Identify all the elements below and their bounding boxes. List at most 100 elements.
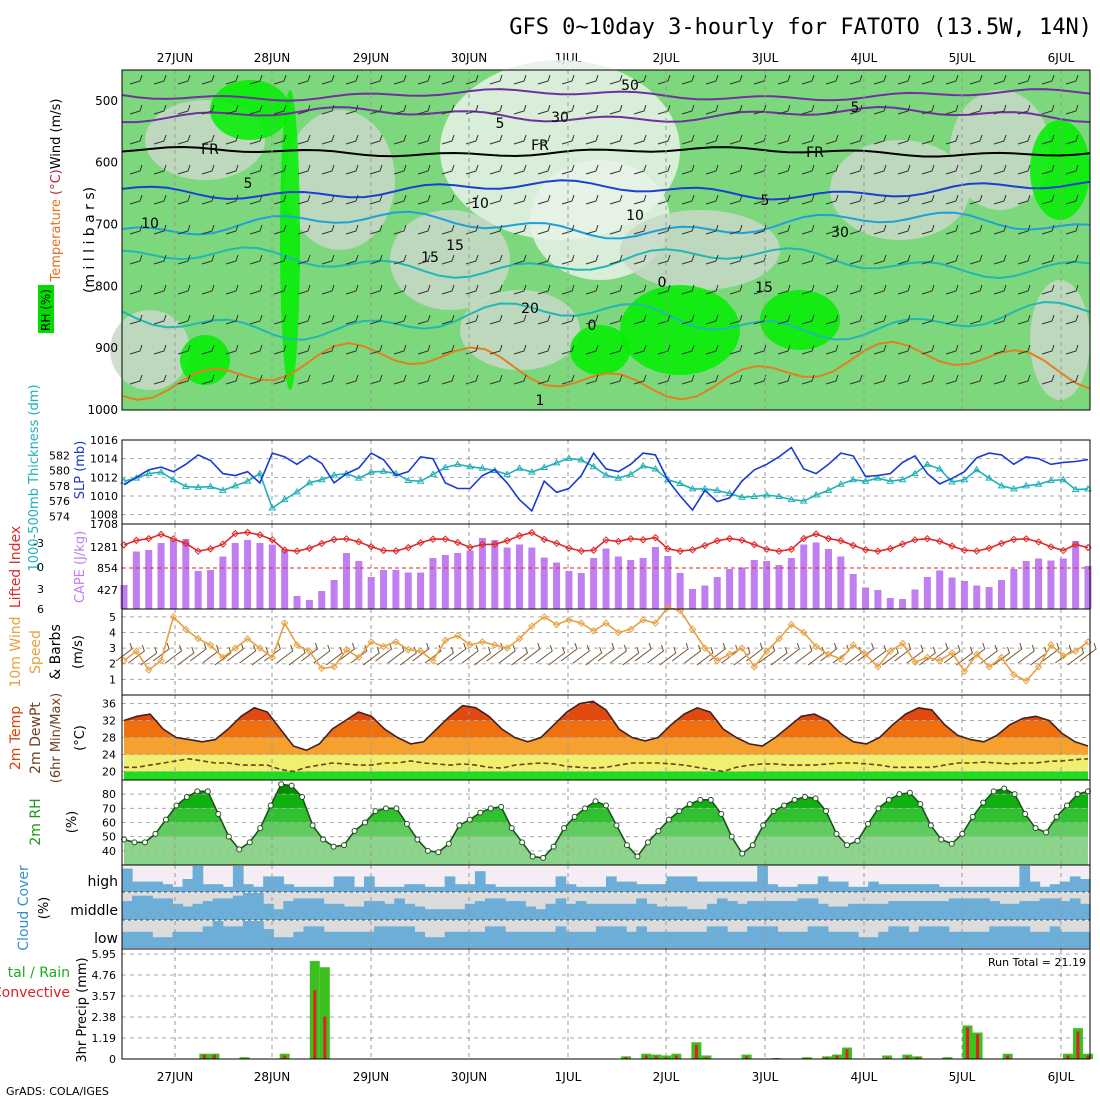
rh-region [110,310,190,390]
wind-barb [537,164,551,175]
cloud-bar [837,906,849,920]
cloud-bar [817,876,829,892]
temp-tick: 32 [102,715,116,728]
rh-tick: 60 [102,817,116,830]
wind-barb [921,194,935,205]
thickness-line-marker [1022,481,1031,489]
wind-barb [297,224,311,235]
cape-bar [726,569,734,609]
lifted-index-line-marker [738,536,746,544]
cape-bar [997,580,1005,609]
cape-bar [318,591,326,609]
wind-barb [993,646,1011,666]
wind-barb [393,374,407,385]
wind-barb [873,374,887,385]
cloud-bar [273,937,284,948]
temp-band [124,754,1088,772]
wind-barb [297,314,311,325]
precip-convective-bar [323,1016,327,1059]
cloud-bar [757,901,768,920]
wind-barb [369,284,383,295]
wind-barb [225,344,239,355]
cloud-bar [777,901,789,920]
cloud-bar [122,931,133,948]
lifted-index-line-marker [886,545,894,553]
temp-band [124,737,1088,755]
wind-barb [585,134,599,145]
wind-speed-line-marker [639,616,647,624]
wind-speed-line-marker [1010,670,1018,679]
precip-ylabel: 3hr Precip (mm) [75,957,90,1062]
lifted-index-line-marker [911,536,919,544]
cape-bar [528,547,536,609]
wind-barb [417,254,431,265]
cloud-bar [535,909,547,920]
cloud-bar [757,866,768,892]
wind-barb [362,646,380,666]
cloud-bar [848,931,859,948]
wind-barb [177,374,191,385]
thickness-line-marker [453,460,462,467]
wind-barb [498,644,516,664]
contour-label: 20 [521,301,539,317]
rh-line-marker [278,781,285,788]
wind-barb [369,104,383,115]
wind-barb [461,644,479,664]
wind-barb [153,344,167,355]
cloud-layer-label: middle [70,903,118,919]
wind-barb [201,104,215,115]
wind-barb [537,314,551,325]
wind-barb [201,224,215,235]
lifted-index-line-marker [256,531,264,539]
cloud-bar [999,903,1010,920]
wind-barb [537,74,551,85]
wind-barb [657,74,671,85]
precip-panel: 5.95 4.76 3.57 2.38 1.19 0 tal / Rain Convectiv… [0,948,1093,1066]
rh-line-marker [215,811,222,817]
wind-barb [921,164,935,175]
wind-speed-line-marker [515,635,524,643]
cloud-bar [666,906,678,920]
rh-line-marker [603,802,609,809]
date-label-bottom: 5JUL [949,1070,976,1084]
cloud-bar [656,884,668,892]
cloud-bar [908,931,920,948]
precip-convective-bar [915,1057,919,1059]
rh-line-marker [980,799,987,806]
rh-tick: 70 [102,802,116,815]
wind-barb [1079,642,1097,662]
wind-barb [513,254,527,265]
precip-tick: 5.95 [92,948,117,961]
cloud-bar [958,886,970,892]
cloud-bar [313,898,325,920]
cape-bar [540,557,548,609]
thickness-line-marker [836,480,845,487]
wind-barb [585,164,599,175]
wind-barb [777,224,791,235]
cloud-bar [212,884,224,892]
lifted-index-line-marker [355,538,363,546]
cloud-bar [585,931,597,948]
cape-bar [478,538,486,609]
wind-barb [897,74,911,85]
date-label-bottom: 6JUL [1048,1070,1075,1084]
cloud-bar [464,884,476,892]
wind-tick: 3 [109,642,116,655]
wind-barb [753,104,767,115]
lifted-index-line-marker [614,537,623,546]
cloud-bar [394,898,405,920]
wind-barb [393,104,407,115]
cape-bar [812,542,820,609]
wind-barb [325,646,343,666]
precip-tick: 1.19 [92,1032,117,1045]
wind-barb [825,224,839,235]
cloud-bar [152,898,163,920]
rh-line-marker [362,819,368,826]
contour-label: 10 [141,216,159,232]
lifted-index-line-marker [639,536,647,544]
rh-line-marker [823,808,830,815]
pressure-tick: 900 [95,341,118,355]
rh-region [390,210,510,310]
wind-barb [681,344,695,355]
lifted-index-line-marker [1022,535,1030,543]
